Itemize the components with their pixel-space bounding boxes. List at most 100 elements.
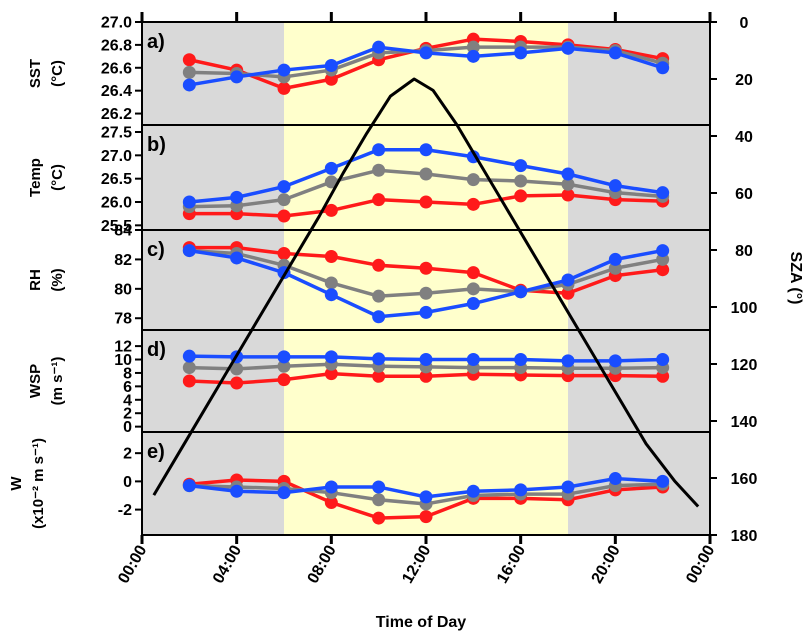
- data-point: [419, 286, 433, 300]
- data-point: [561, 273, 575, 287]
- data-point: [466, 282, 480, 296]
- data-point: [277, 209, 291, 223]
- data-point: [182, 195, 196, 209]
- x-tick-label: 08:00: [305, 542, 340, 586]
- data-point: [466, 484, 480, 498]
- sza-tick-label: 100: [731, 300, 758, 317]
- data-point: [419, 46, 433, 60]
- data-point: [230, 190, 244, 204]
- panel-label: d): [147, 339, 166, 361]
- data-point: [372, 369, 386, 383]
- sza-tick-label: 40: [735, 129, 753, 146]
- data-point: [466, 173, 480, 187]
- data-point: [561, 188, 575, 202]
- shading-band-2: [568, 22, 710, 535]
- y-tick-label: 26.2: [101, 106, 132, 123]
- data-point: [608, 354, 622, 368]
- y-tick-label: 2: [123, 446, 132, 463]
- data-point: [182, 78, 196, 92]
- x-tick-label: 04:00: [210, 542, 245, 586]
- sza-tick-label: 20: [735, 72, 753, 89]
- data-point: [514, 189, 528, 203]
- data-point: [561, 177, 575, 191]
- x-tick-label: 20:00: [589, 542, 624, 586]
- data-point: [419, 167, 433, 181]
- data-point: [277, 359, 291, 373]
- sza-tick-label: 0: [740, 15, 749, 32]
- data-point: [561, 167, 575, 181]
- data-point: [277, 373, 291, 387]
- sza-tick-label: 80: [735, 243, 753, 260]
- sza-tick-label: 160: [731, 471, 758, 488]
- data-point: [277, 486, 291, 500]
- y-tick-label: 2: [123, 406, 132, 423]
- data-point: [656, 263, 670, 277]
- data-point: [561, 354, 575, 368]
- data-point: [277, 350, 291, 364]
- data-point: [419, 261, 433, 275]
- y-tick-label: 12: [114, 339, 132, 356]
- data-point: [324, 480, 338, 494]
- y-axis-title: Temp: [27, 158, 44, 197]
- sza-axis-title: SZA (°): [787, 252, 804, 305]
- data-point: [182, 349, 196, 363]
- data-point: [608, 179, 622, 193]
- y-tick-label: 82: [114, 252, 132, 269]
- time-of-day-shading: [142, 22, 710, 535]
- data-point: [372, 493, 386, 507]
- data-point: [608, 472, 622, 486]
- data-point: [514, 46, 528, 60]
- data-point: [230, 70, 244, 84]
- data-point: [230, 376, 244, 390]
- y-tick-label: 27.0: [101, 148, 132, 165]
- data-point: [277, 193, 291, 207]
- sza-curve: [152, 77, 700, 508]
- data-point: [372, 193, 386, 207]
- data-point: [324, 288, 338, 302]
- data-point: [372, 480, 386, 494]
- y-tick-label: 8: [123, 365, 132, 382]
- data-point: [324, 203, 338, 217]
- data-point: [324, 367, 338, 381]
- y-tick-label: 26.4: [101, 83, 132, 100]
- panel-label: e): [147, 441, 165, 463]
- x-tick-label: 00:00: [115, 542, 150, 586]
- data-point: [419, 353, 433, 367]
- data-point: [608, 252, 622, 266]
- y-tick-label: 26.0: [101, 195, 132, 212]
- sza-line: [152, 77, 700, 508]
- y-tick-label: 0: [123, 419, 132, 436]
- y-axis-unit: (°C): [49, 164, 66, 191]
- data-point: [182, 244, 196, 258]
- data-point: [324, 276, 338, 290]
- data-point: [656, 244, 670, 258]
- data-point: [277, 81, 291, 95]
- data-point: [466, 197, 480, 211]
- data-point: [466, 266, 480, 280]
- y-axis-title: SST: [27, 59, 44, 88]
- y-tick-label: 25.5: [101, 218, 132, 235]
- y-axis-title: WSP: [27, 364, 44, 398]
- data-point: [372, 143, 386, 157]
- y-axis-unit: (°C): [49, 60, 66, 87]
- data-point: [182, 53, 196, 67]
- y-tick-label: -2: [118, 502, 132, 519]
- data-point: [182, 374, 196, 388]
- data-point: [656, 474, 670, 488]
- panel-label: b): [147, 134, 166, 156]
- panel-series: [182, 32, 670, 525]
- data-point: [372, 511, 386, 525]
- data-point: [372, 163, 386, 177]
- y-tick-label: 27.5: [101, 125, 132, 142]
- data-point: [514, 174, 528, 188]
- data-point: [419, 510, 433, 524]
- y-tick-label: 26.6: [101, 60, 132, 77]
- data-point: [372, 352, 386, 366]
- data-point: [372, 258, 386, 272]
- sza-tick-label: 60: [735, 186, 753, 203]
- y-tick-label: 84: [114, 223, 132, 240]
- data-point: [514, 159, 528, 173]
- data-point: [324, 350, 338, 364]
- data-point: [324, 249, 338, 263]
